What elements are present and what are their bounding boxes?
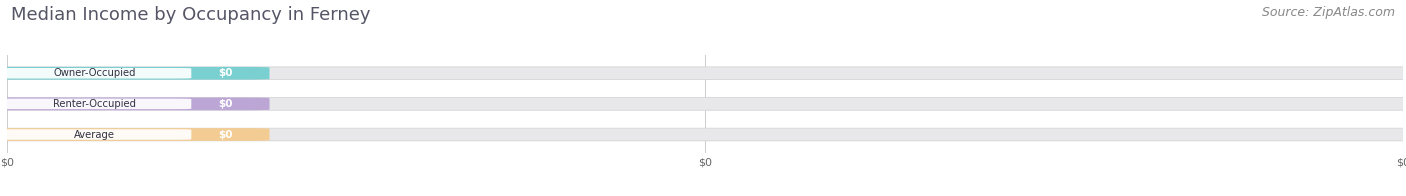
FancyBboxPatch shape: [0, 67, 1406, 80]
Text: $0: $0: [219, 130, 233, 140]
FancyBboxPatch shape: [0, 67, 270, 80]
Text: Owner-Occupied: Owner-Occupied: [53, 68, 135, 78]
Text: Source: ZipAtlas.com: Source: ZipAtlas.com: [1261, 6, 1395, 19]
Text: Median Income by Occupancy in Ferney: Median Income by Occupancy in Ferney: [11, 6, 371, 24]
FancyBboxPatch shape: [0, 99, 191, 109]
FancyBboxPatch shape: [0, 68, 191, 79]
Text: $0: $0: [219, 68, 233, 78]
Text: Average: Average: [73, 130, 115, 140]
Text: $0: $0: [219, 99, 233, 109]
FancyBboxPatch shape: [0, 128, 1406, 141]
FancyBboxPatch shape: [0, 98, 270, 110]
Text: Renter-Occupied: Renter-Occupied: [53, 99, 136, 109]
FancyBboxPatch shape: [0, 98, 1406, 110]
FancyBboxPatch shape: [0, 129, 191, 140]
FancyBboxPatch shape: [0, 128, 270, 141]
